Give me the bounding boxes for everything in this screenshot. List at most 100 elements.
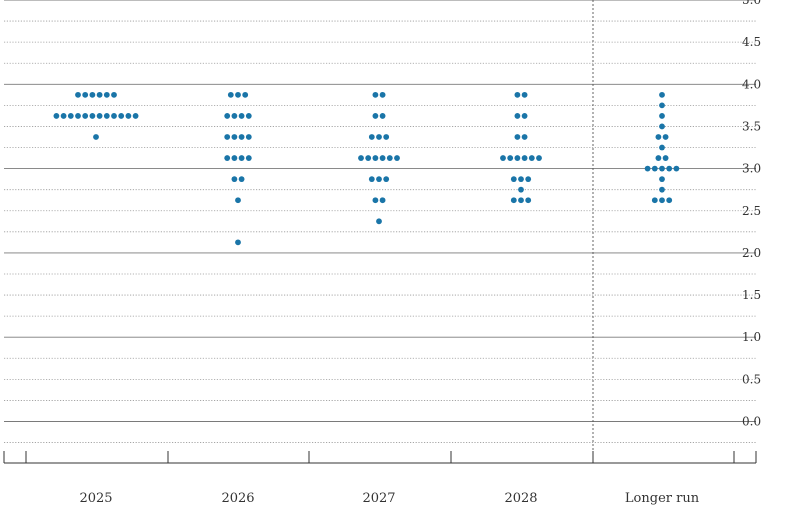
dot-point (376, 176, 382, 183)
dot-point (514, 155, 521, 161)
dot-point (655, 134, 662, 140)
dot-point (379, 155, 386, 161)
dot-point (659, 123, 665, 130)
dot-point (525, 197, 532, 204)
dot-point (231, 176, 238, 183)
dot-point (235, 91, 241, 98)
dot-point (659, 197, 665, 204)
dot-point (227, 91, 234, 98)
dot-point (125, 113, 132, 119)
dot-point (372, 113, 379, 119)
y-tick-label: 0.5 (742, 372, 761, 386)
dot-point (111, 113, 117, 119)
dot-point (245, 113, 252, 119)
dot-point (659, 165, 665, 172)
dot-point (662, 155, 669, 161)
dot-point (242, 91, 249, 98)
x-category-label: 2028 (504, 491, 537, 506)
dot-point (383, 176, 390, 183)
dot-point (666, 165, 673, 172)
dot-point (245, 134, 252, 140)
dot-point (60, 113, 67, 119)
dot-point (231, 113, 238, 119)
dot-point (521, 91, 528, 98)
dot-point (659, 176, 665, 183)
dot-point (386, 155, 393, 161)
dot-point (224, 113, 231, 119)
dot-point (231, 155, 238, 161)
dot-point (659, 186, 665, 193)
dot-point (96, 113, 103, 119)
dot-point (510, 176, 517, 183)
dot-point (394, 155, 400, 161)
dot-point (521, 113, 528, 119)
x-category-label: 2027 (362, 491, 395, 506)
dot-point (507, 155, 514, 161)
dot-point (521, 155, 528, 161)
dot-point (644, 165, 651, 172)
dot-point (245, 155, 252, 161)
dot-point (89, 91, 96, 98)
dot-point (365, 155, 372, 161)
y-tick-label: 1.5 (742, 288, 761, 302)
dot-point (651, 197, 658, 204)
dot-point (376, 218, 382, 225)
dot-point (379, 197, 386, 204)
dot-point (528, 155, 535, 161)
dot-point (383, 134, 390, 140)
dot-point (132, 113, 139, 119)
dot-point (510, 197, 517, 204)
dot-point (103, 91, 110, 98)
y-tick-label: 0.0 (742, 415, 761, 429)
dot-point (75, 91, 81, 98)
dot-point (368, 134, 375, 140)
dot-point (111, 91, 117, 98)
dot-point (651, 165, 658, 172)
y-tick-label: 2.0 (742, 246, 761, 260)
dot-point (500, 155, 506, 161)
dot-point (518, 176, 524, 183)
y-tick-label: 5.0 (742, 0, 761, 7)
x-category-label: Longer run (625, 491, 700, 506)
dot-point (518, 197, 524, 204)
dot-point (659, 102, 665, 109)
dot-point (659, 144, 665, 151)
x-category-label: 2025 (79, 491, 112, 506)
dot-point (231, 134, 238, 140)
y-tick-label: 3.5 (742, 119, 761, 133)
dot-point (103, 113, 110, 119)
dot-point (673, 165, 680, 172)
dot-point (238, 113, 245, 119)
dot-point (67, 113, 74, 119)
dot-point (662, 134, 669, 140)
dot-point (514, 91, 521, 98)
dot-point (379, 91, 386, 98)
dot-point (525, 176, 532, 183)
y-tick-label: 4.0 (742, 77, 761, 91)
y-tick-label: 2.5 (742, 204, 761, 218)
dot-point (224, 134, 231, 140)
dot-point (238, 155, 245, 161)
dot-point (235, 239, 241, 246)
dot-point (372, 155, 379, 161)
dot-point (358, 155, 364, 161)
x-category-label: 2026 (221, 491, 254, 506)
dot-point (118, 113, 125, 119)
dot-point (514, 134, 521, 140)
dot-point (514, 113, 521, 119)
dot-point (372, 91, 379, 98)
dot-point (368, 176, 375, 183)
dot-point (518, 186, 524, 193)
dot-point (82, 91, 89, 98)
dot-point (655, 155, 662, 161)
dot-point (82, 113, 89, 119)
y-tick-label: 3.0 (742, 162, 761, 176)
dot-point (224, 155, 231, 161)
y-tick-label: 4.5 (742, 35, 761, 49)
dot-point (96, 91, 103, 98)
dot-point (521, 134, 528, 140)
dot-point (372, 197, 379, 204)
dot-point (89, 113, 96, 119)
dot-point (238, 176, 245, 183)
